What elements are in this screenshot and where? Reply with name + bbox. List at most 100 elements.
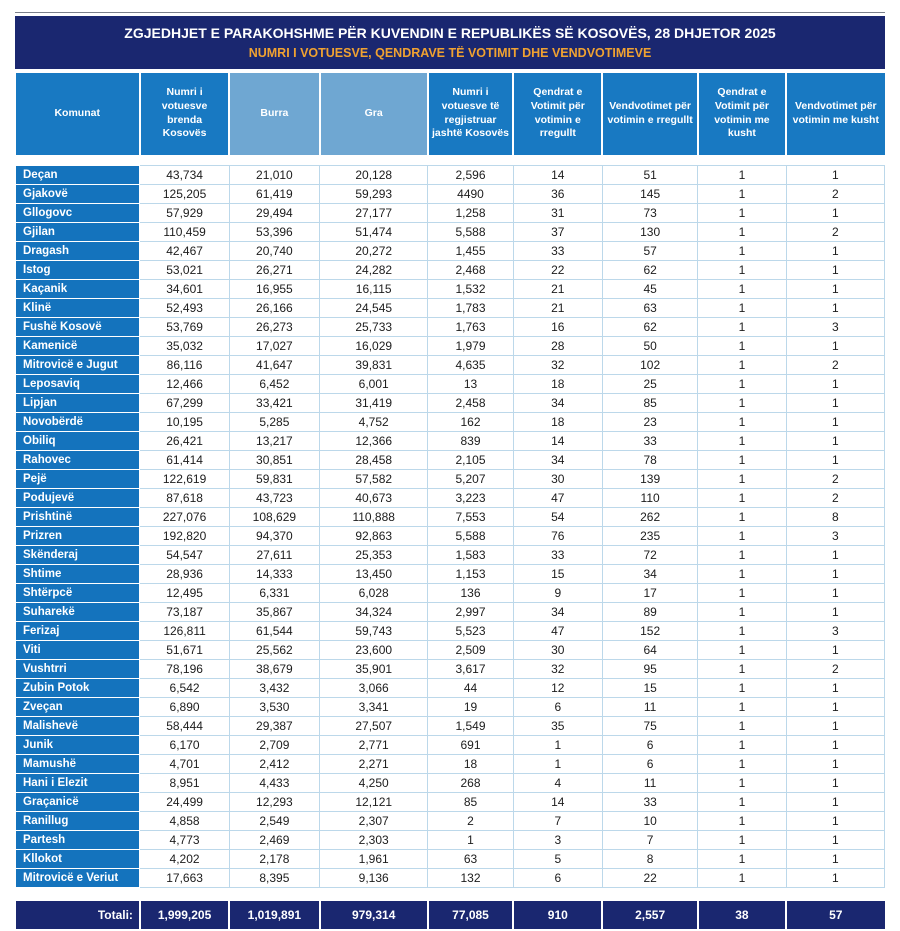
value-cell: 1 bbox=[785, 734, 886, 755]
value-cell: 1 bbox=[697, 202, 787, 223]
value-cell: 1 bbox=[697, 411, 787, 432]
value-cell: 51,474 bbox=[319, 221, 429, 242]
table-row: Prizren 192,820 94,370 92,863 5,588 76 235 1 3 bbox=[14, 525, 886, 546]
value-cell: 53,769 bbox=[139, 316, 230, 337]
value-cell: 3,432 bbox=[228, 677, 321, 698]
value-cell: 22 bbox=[601, 867, 699, 888]
value-cell: 1 bbox=[785, 772, 886, 793]
value-cell: 1 bbox=[697, 316, 787, 337]
value-cell: 110,888 bbox=[319, 506, 429, 527]
value-cell: 61,419 bbox=[228, 183, 321, 204]
value-cell: 53,396 bbox=[228, 221, 321, 242]
value-cell: 1 bbox=[785, 164, 886, 185]
value-cell: 6,331 bbox=[228, 582, 321, 603]
value-cell: 2 bbox=[785, 468, 886, 489]
value-cell: 3 bbox=[512, 829, 603, 850]
title-bar: ZGJEDHJET E PARAKOHSHME PËR KUVENDIN E R… bbox=[15, 16, 885, 69]
value-cell: 2,105 bbox=[427, 449, 514, 470]
municipality-name: Kaçanik bbox=[14, 278, 141, 299]
municipality-name: Kllokot bbox=[14, 848, 141, 869]
table-row: Deçan 43,734 21,010 20,128 2,596 14 51 1 1 bbox=[14, 164, 886, 185]
col-header-polling-stations-regular: Vendvotimet për votimin e rregullt bbox=[601, 70, 699, 157]
value-cell: 1 bbox=[697, 221, 787, 242]
value-cell: 1 bbox=[697, 259, 787, 280]
table-row: Skënderaj 54,547 27,611 25,353 1,583 33 72 1 1 bbox=[14, 544, 886, 565]
value-cell: 86,116 bbox=[139, 354, 230, 375]
value-cell: 1 bbox=[785, 335, 886, 356]
value-cell: 78,196 bbox=[139, 658, 230, 679]
value-cell: 1 bbox=[697, 164, 787, 185]
municipality-name: Podujevë bbox=[14, 487, 141, 508]
value-cell: 14 bbox=[512, 791, 603, 812]
table-row: Mamushë 4,701 2,412 2,271 18 1 6 1 1 bbox=[14, 753, 886, 774]
value-cell: 78 bbox=[601, 449, 699, 470]
table-row: Dragash 42,467 20,740 20,272 1,455 33 57 1 1 bbox=[14, 240, 886, 261]
value-cell: 75 bbox=[601, 715, 699, 736]
value-cell: 13 bbox=[427, 373, 514, 394]
value-cell: 58,444 bbox=[139, 715, 230, 736]
table-row: Graçanicë 24,499 12,293 12,121 85 14 33 1 1 bbox=[14, 791, 886, 812]
totals-label: Totali: bbox=[15, 898, 141, 931]
report-title: ZGJEDHJET E PARAKOHSHME PËR KUVENDIN E R… bbox=[124, 25, 776, 41]
table-row: Gllogovc 57,929 29,494 27,177 1,258 31 73 1 1 bbox=[14, 202, 886, 223]
value-cell: 67,299 bbox=[139, 392, 230, 413]
value-cell: 47 bbox=[512, 620, 603, 641]
value-cell: 1,583 bbox=[427, 544, 514, 565]
value-cell: 40,673 bbox=[319, 487, 429, 508]
value-cell: 37 bbox=[512, 221, 603, 242]
value-cell: 30 bbox=[512, 639, 603, 660]
value-cell: 31 bbox=[512, 202, 603, 223]
value-cell: 31,419 bbox=[319, 392, 429, 413]
value-cell: 61,544 bbox=[228, 620, 321, 641]
value-cell: 30 bbox=[512, 468, 603, 489]
value-cell: 53,021 bbox=[139, 259, 230, 280]
value-cell: 57,929 bbox=[139, 202, 230, 223]
value-cell: 1 bbox=[697, 392, 787, 413]
municipality-name: Hani i Elezit bbox=[14, 772, 141, 793]
value-cell: 6,028 bbox=[319, 582, 429, 603]
value-cell: 1 bbox=[697, 563, 787, 584]
table-row: Leposaviq 12,466 6,452 6,001 13 18 25 1 1 bbox=[14, 373, 886, 394]
table-row: Kaçanik 34,601 16,955 16,115 1,532 21 45 1 1 bbox=[14, 278, 886, 299]
value-cell: 28,936 bbox=[139, 563, 230, 584]
value-cell: 6 bbox=[601, 734, 699, 755]
value-cell: 1 bbox=[697, 487, 787, 508]
value-cell: 262 bbox=[601, 506, 699, 527]
value-cell: 1 bbox=[785, 278, 886, 299]
voters-table: Komunat Numri i votuesve brenda Kosovës … bbox=[14, 70, 886, 931]
value-cell: 17,027 bbox=[228, 335, 321, 356]
table-row: Pejë 122,619 59,831 57,582 5,207 30 139 1 2 bbox=[14, 468, 886, 489]
value-cell: 1 bbox=[697, 601, 787, 622]
value-cell: 6 bbox=[512, 696, 603, 717]
value-cell: 73 bbox=[601, 202, 699, 223]
value-cell: 4490 bbox=[427, 183, 514, 204]
value-cell: 1 bbox=[697, 183, 787, 204]
value-cell: 4,250 bbox=[319, 772, 429, 793]
value-cell: 16 bbox=[512, 316, 603, 337]
value-cell: 1 bbox=[785, 544, 886, 565]
value-cell: 2,709 bbox=[228, 734, 321, 755]
municipality-name: Leposaviq bbox=[14, 373, 141, 394]
value-cell: 3 bbox=[785, 316, 886, 337]
value-cell: 125,205 bbox=[139, 183, 230, 204]
municipality-name: Gjakovë bbox=[14, 183, 141, 204]
value-cell: 130 bbox=[601, 221, 699, 242]
value-cell: 1 bbox=[697, 525, 787, 546]
value-cell: 42,467 bbox=[139, 240, 230, 261]
totals-voting-centers-regular: 910 bbox=[512, 898, 604, 931]
municipality-name: Prizren bbox=[14, 525, 141, 546]
municipality-name: Kamenicë bbox=[14, 335, 141, 356]
report-subtitle: NUMRI I VOTUESVE, QENDRAVE TË VOTIMIT DH… bbox=[248, 45, 652, 60]
value-cell: 21,010 bbox=[228, 164, 321, 185]
municipality-name: Fushë Kosovë bbox=[14, 316, 141, 337]
value-cell: 5,588 bbox=[427, 525, 514, 546]
value-cell: 50 bbox=[601, 335, 699, 356]
municipality-name: Shtime bbox=[14, 563, 141, 584]
value-cell: 2 bbox=[785, 658, 886, 679]
value-cell: 85 bbox=[427, 791, 514, 812]
value-cell: 18 bbox=[512, 411, 603, 432]
municipality-name: Obiliq bbox=[14, 430, 141, 451]
value-cell: 4,202 bbox=[139, 848, 230, 869]
value-cell: 95 bbox=[601, 658, 699, 679]
value-cell: 139 bbox=[601, 468, 699, 489]
